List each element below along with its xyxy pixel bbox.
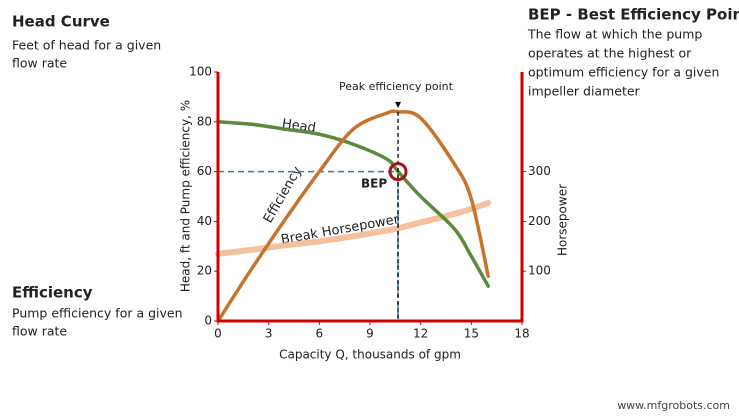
panel-text: The flow at which the pump — [527, 27, 702, 42]
x-tick-label: 18 — [514, 327, 529, 341]
panel-text: operates at the highest or — [528, 46, 692, 61]
y-tick-label: 80 — [197, 114, 212, 128]
bep-marker — [388, 162, 408, 182]
series-line — [216, 109, 490, 323]
y-tick-label: 60 — [197, 164, 212, 178]
y-tick-label: 20 — [197, 264, 212, 278]
y-axis-label: Head, ft and Pump efficiency, % — [179, 100, 193, 292]
y-tick-label: 40 — [197, 214, 212, 228]
y-tick-label: 0 — [204, 314, 212, 328]
series-label: Efficiency — [261, 164, 305, 226]
x-tick-label: 6 — [316, 327, 324, 341]
panel-title: Head Curve — [12, 13, 110, 31]
x-tick-label: 12 — [413, 327, 428, 341]
bep-guide — [218, 170, 399, 321]
bep-label: BEP — [361, 177, 387, 191]
axis-frame — [216, 72, 524, 323]
y2-tick-label: 100 — [528, 264, 551, 278]
panel-text: impeller diameter — [528, 84, 641, 99]
y-tick-label: 100 — [189, 65, 212, 79]
x-axis-label: Capacity Q, thousands of gpm — [279, 348, 461, 362]
series-line — [216, 120, 490, 288]
x-tick-label: 9 — [366, 327, 374, 341]
y2-tick-label: 300 — [528, 164, 551, 178]
series-line — [215, 199, 492, 257]
panel-text: Pump efficiency for a given — [12, 306, 183, 321]
panel-text: flow rate — [12, 324, 67, 339]
x-tick-label: 3 — [265, 327, 273, 341]
panel-title: Efficiency — [12, 284, 93, 302]
y2-tick-label: 200 — [528, 214, 551, 228]
x-tick-label: 15 — [464, 327, 479, 341]
y2-axis-label: Horsepower — [556, 184, 570, 256]
x-tick-label: 0 — [214, 327, 222, 341]
panel-text: optimum efficiency for a given — [528, 65, 719, 80]
panel-title: BEP - Best Efficiency Point — [528, 6, 739, 24]
peak-label: Peak efficiency point — [339, 80, 454, 93]
peak-arrow — [395, 101, 402, 108]
panel-text: Feet of head for a given — [12, 38, 161, 53]
panel-text: flow rate — [12, 56, 67, 71]
watermark: www.mfgrobots.com — [617, 399, 730, 412]
